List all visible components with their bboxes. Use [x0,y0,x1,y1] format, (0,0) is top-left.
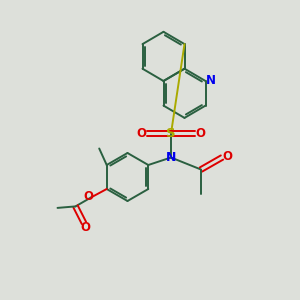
Text: S: S [166,127,176,140]
Text: N: N [166,151,176,164]
Text: O: O [195,127,206,140]
Text: N: N [206,74,216,88]
Text: O: O [80,220,90,234]
Text: O: O [83,190,93,203]
Text: O: O [222,149,233,163]
Text: O: O [136,127,147,140]
